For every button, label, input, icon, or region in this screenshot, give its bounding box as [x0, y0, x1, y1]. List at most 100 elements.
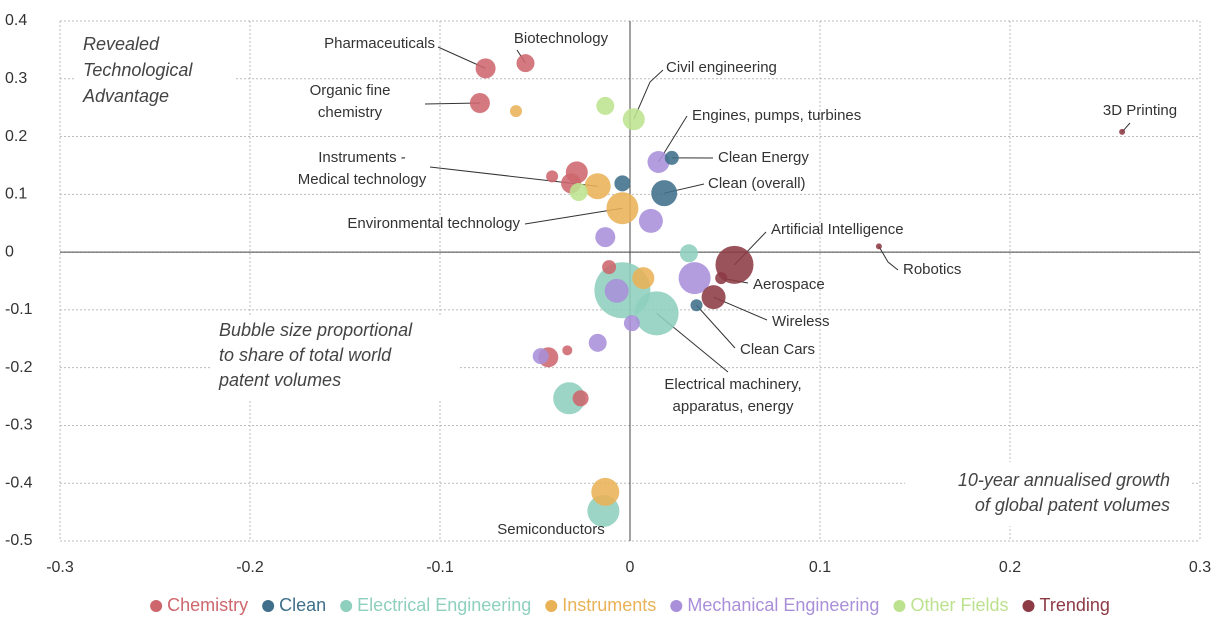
size-note-line: Bubble size proportional [219, 320, 413, 340]
annotation-box [75, 28, 235, 113]
y-tick-label: 0 [5, 243, 14, 260]
point-label-line: Organic fine [310, 82, 391, 99]
point-label: Clean Energy [718, 149, 809, 166]
bubble [475, 58, 496, 79]
point-label-line: apparatus, energy [673, 398, 794, 415]
bubble [595, 227, 616, 248]
legend: Chemistry Clean Electrical Engineering Inst… [150, 595, 1110, 615]
y-tick-label: 0.3 [5, 70, 27, 87]
legend-marker [545, 600, 558, 612]
bubble [690, 299, 703, 312]
bubble [602, 260, 617, 275]
point-label-line: chemistry [318, 104, 383, 121]
bubble [701, 285, 726, 310]
legend-marker [670, 600, 683, 612]
y-tick-label: -0.3 [5, 417, 33, 434]
y-tick-label: -0.2 [5, 359, 33, 376]
leader-line [878, 246, 899, 271]
size-note-line: to share of total world [219, 345, 392, 365]
legend-label: Mechanical Engineering [687, 595, 879, 615]
bubble [632, 267, 655, 290]
x-tick-label: -0.2 [236, 559, 264, 576]
y-axis-title-line: Advantage [82, 86, 169, 106]
legend-label: Clean [279, 595, 326, 615]
annotation-box [210, 315, 460, 400]
y-tick-label: -0.1 [5, 301, 33, 318]
x-tick-label: 0.3 [1189, 559, 1211, 576]
annotation-box [905, 462, 1190, 526]
legend-marker [893, 600, 906, 612]
x-tick-label: 0 [626, 559, 635, 576]
y-tick-label: 0.4 [5, 12, 27, 29]
bubble [679, 244, 698, 263]
legend-marker [1022, 600, 1035, 612]
bubble [469, 93, 490, 114]
point-label: Aerospace [753, 276, 825, 293]
y-tick-label: 0.2 [5, 128, 27, 145]
x-tick-label: 0.1 [809, 559, 831, 576]
bubble [510, 105, 522, 118]
point-label: 3D Printing [1103, 102, 1177, 119]
bubble [532, 348, 549, 365]
point-label: Clean (overall) [708, 175, 806, 192]
bubble [516, 54, 535, 73]
bubble [622, 108, 645, 131]
point-label: Pharmaceuticals [324, 35, 435, 52]
bubble [651, 180, 678, 207]
y-axis-title-line: Technological [83, 60, 193, 80]
leader-line [524, 207, 623, 225]
x-axis-title-line: of global patent volumes [975, 495, 1170, 515]
size-note: Bubble size proportional to share of tota… [218, 320, 413, 390]
legend-marker [262, 600, 275, 612]
bubble [1119, 128, 1126, 135]
bubble [553, 382, 586, 415]
point-label: Civil engineering [666, 59, 777, 76]
point-label: Semiconductors [497, 521, 605, 538]
bubble [634, 291, 679, 336]
bubble [584, 173, 611, 200]
point-label: Organic fine chemistry [310, 82, 391, 121]
bubble [546, 170, 559, 183]
bubble [623, 315, 640, 332]
bubble [647, 150, 670, 173]
leader-line [633, 69, 664, 120]
bubble [606, 192, 639, 225]
legend-label: Trending [1039, 595, 1109, 615]
bubble [715, 272, 728, 285]
y-tick-label: 0.1 [5, 186, 27, 203]
point-label-line: Instruments - [318, 149, 406, 166]
bubble [591, 477, 620, 506]
legend-label: Chemistry [167, 595, 248, 615]
x-axis-title: 10-year annualised growth of global paten… [958, 470, 1170, 515]
point-label-line: Electrical machinery, [664, 376, 801, 393]
bubble [664, 150, 679, 165]
point-label: Wireless [772, 313, 830, 330]
y-tick-label: -0.5 [5, 532, 33, 549]
legend-marker [150, 600, 163, 612]
legend-label: Electrical Engineering [357, 595, 531, 615]
size-note-line: patent volumes [218, 370, 341, 390]
bubble [596, 96, 615, 115]
point-label: Artificial Intelligence [771, 221, 904, 238]
x-axis-title-line: 10-year annualised growth [958, 470, 1170, 490]
legend-label: Instruments [562, 595, 656, 615]
y-axis-title: Revealed Technological Advantage [82, 34, 193, 106]
point-label: Clean Cars [740, 341, 815, 358]
point-label: Engines, pumps, turbines [692, 107, 861, 124]
leader-line [696, 304, 736, 349]
bubble [638, 208, 663, 233]
point-label: Robotics [903, 261, 961, 278]
x-tick-label: -0.3 [46, 559, 74, 576]
point-label: Environmental technology [347, 215, 520, 232]
point-label: Biotechnology [514, 30, 609, 47]
point-label: Instruments - Medical technology [298, 149, 427, 188]
bubble [569, 183, 588, 202]
bubble [875, 243, 882, 250]
y-tick-label: -0.4 [5, 474, 33, 491]
legend-label: Other Fields [910, 595, 1008, 615]
x-tick-label: -0.1 [426, 559, 454, 576]
bubble [604, 278, 629, 303]
y-axis-title-line: Revealed [83, 34, 160, 54]
point-label: Electrical machinery, apparatus, energy [664, 376, 801, 415]
